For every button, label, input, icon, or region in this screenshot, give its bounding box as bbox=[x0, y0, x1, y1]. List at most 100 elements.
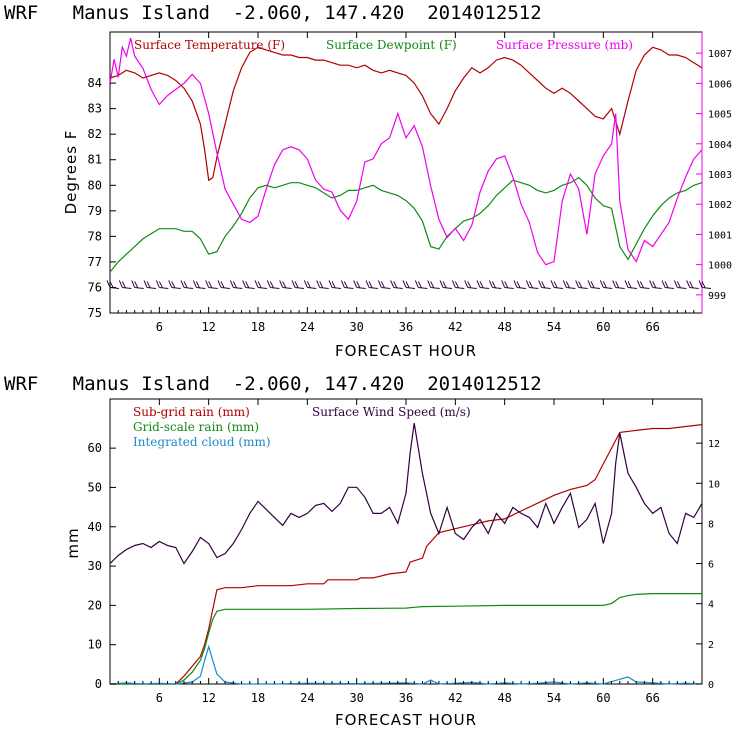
panel1-title: WRF Manus Island -2.060, 147.420 2014012… bbox=[4, 2, 542, 24]
legend-grid-scale-rain: Grid-scale rain (mm) bbox=[133, 420, 259, 434]
wind-barb bbox=[143, 280, 157, 289]
x-tick-label: 36 bbox=[399, 320, 413, 334]
panel2-title: WRF Manus Island -2.060, 147.420 2014012… bbox=[4, 373, 542, 395]
series-line-sub-grid-rain bbox=[110, 424, 703, 685]
x-tick-label: 30 bbox=[349, 320, 363, 334]
y-tick-label: 76 bbox=[88, 280, 102, 294]
y2-tick-label: 8 bbox=[708, 519, 714, 530]
legend-sub-grid-rain: Sub-grid rain (mm) bbox=[133, 405, 250, 419]
y2-tick-label: 2 bbox=[708, 640, 714, 651]
legend-surface-wind-speed: Surface Wind Speed (m/s) bbox=[312, 405, 471, 419]
y-tick-label: 83 bbox=[88, 102, 102, 116]
legend-surface-pressure: Surface Pressure (mb) bbox=[496, 38, 633, 52]
wind-barb bbox=[353, 280, 366, 289]
panel1-x-axis-label: FORECAST HOUR bbox=[335, 342, 477, 360]
panel2-y-axis-label: mm bbox=[64, 527, 82, 558]
y2-tick-label: 1007 bbox=[708, 49, 732, 60]
wind-barb bbox=[698, 280, 712, 289]
x-tick-label: 12 bbox=[201, 320, 215, 334]
y-tick-label: 84 bbox=[88, 76, 102, 90]
wind-barb bbox=[155, 280, 169, 289]
y2-tick-label: 1001 bbox=[708, 230, 732, 241]
x-tick-label: 24 bbox=[300, 691, 314, 705]
y-tick-label: 10 bbox=[88, 638, 102, 652]
wind-barb bbox=[599, 280, 613, 289]
x-tick-label: 60 bbox=[596, 691, 610, 705]
wind-barb bbox=[538, 280, 551, 289]
y-tick-label: 40 bbox=[88, 520, 102, 534]
panel2-series bbox=[109, 423, 703, 685]
panel1-y-axis-label: Degrees F bbox=[62, 130, 80, 215]
y-tick-label: 82 bbox=[88, 127, 102, 141]
y2-tick-label: 4 bbox=[708, 600, 714, 611]
y2-tick-label: 1000 bbox=[708, 261, 732, 272]
x-tick-label: 42 bbox=[448, 691, 462, 705]
wind-barb bbox=[464, 280, 477, 289]
panel1-plot-frame bbox=[109, 31, 703, 314]
wind-barb bbox=[550, 280, 564, 289]
panel-temperature: WRF Manus Island -2.060, 147.420 2014012… bbox=[4, 2, 732, 360]
x-tick-label: 42 bbox=[448, 320, 462, 334]
x-tick-label: 66 bbox=[645, 320, 659, 334]
wind-barb bbox=[562, 280, 576, 289]
wind-barb bbox=[661, 280, 675, 289]
series-line-grid-scale-rain bbox=[110, 592, 702, 685]
wind-barb bbox=[180, 280, 194, 289]
y2-tick-label: 1002 bbox=[708, 200, 732, 211]
panel-precipitation: WRF Manus Island -2.060, 147.420 2014012… bbox=[4, 373, 720, 729]
panel2-ticks: 6 12 18 24 30 36 42 48 54 60 660102030405060024681… bbox=[88, 399, 720, 705]
y2-tick-label: 12 bbox=[708, 439, 720, 450]
wind-barb bbox=[513, 280, 527, 289]
series-line-surface-wind-speed bbox=[109, 423, 703, 565]
x-tick-label: 54 bbox=[547, 691, 561, 705]
wind-barb bbox=[476, 280, 490, 289]
y2-tick-label: 999 bbox=[708, 291, 726, 302]
wind-barb bbox=[205, 280, 218, 289]
wind-barb bbox=[525, 280, 539, 289]
y2-tick-label: 1003 bbox=[708, 170, 732, 181]
y-tick-label: 79 bbox=[88, 204, 102, 218]
wind-barb bbox=[439, 280, 453, 289]
wind-barb bbox=[118, 280, 132, 289]
wind-barb bbox=[229, 280, 243, 289]
wind-barb bbox=[575, 280, 588, 289]
wind-barb bbox=[365, 280, 379, 289]
x-tick-label: 54 bbox=[547, 320, 561, 334]
y2-tick-label: 6 bbox=[708, 560, 714, 571]
wind-barb bbox=[217, 280, 231, 289]
wind-barb bbox=[291, 280, 305, 289]
wind-barb bbox=[242, 280, 255, 289]
wind-barb bbox=[340, 280, 354, 289]
wind-barb bbox=[414, 280, 428, 289]
y2-tick-label: 1005 bbox=[708, 110, 732, 121]
x-tick-label: 48 bbox=[497, 691, 511, 705]
x-tick-label: 30 bbox=[349, 691, 363, 705]
wind-barb bbox=[427, 280, 440, 289]
wind-barb bbox=[488, 280, 502, 289]
wind-barb bbox=[686, 280, 699, 289]
x-tick-label: 48 bbox=[497, 320, 511, 334]
wind-barb bbox=[303, 280, 317, 289]
wind-barb bbox=[328, 280, 342, 289]
y2-tick-label: 1004 bbox=[708, 140, 732, 151]
x-tick-label: 36 bbox=[399, 691, 413, 705]
x-tick-label: 18 bbox=[251, 691, 265, 705]
wind-barb bbox=[254, 280, 268, 289]
wind-barb bbox=[501, 280, 514, 289]
wind-barb bbox=[636, 280, 650, 289]
x-tick-label: 24 bbox=[300, 320, 314, 334]
wind-barb bbox=[168, 280, 181, 289]
y2-tick-label: 0 bbox=[708, 680, 714, 691]
series-line-surface-pressure bbox=[109, 37, 703, 266]
y-tick-label: 60 bbox=[88, 441, 102, 455]
y2-tick-label: 1006 bbox=[708, 79, 732, 90]
y-tick-label: 78 bbox=[88, 229, 102, 243]
y-tick-label: 77 bbox=[88, 255, 102, 269]
wind-barb bbox=[451, 280, 465, 289]
panel1-wind-barbs bbox=[106, 280, 712, 289]
wind-barb bbox=[402, 280, 416, 289]
wind-barb bbox=[587, 280, 601, 289]
y2-tick-label: 10 bbox=[708, 479, 720, 490]
legend-surface-dewpoint: Surface Dewpoint (F) bbox=[326, 38, 457, 52]
